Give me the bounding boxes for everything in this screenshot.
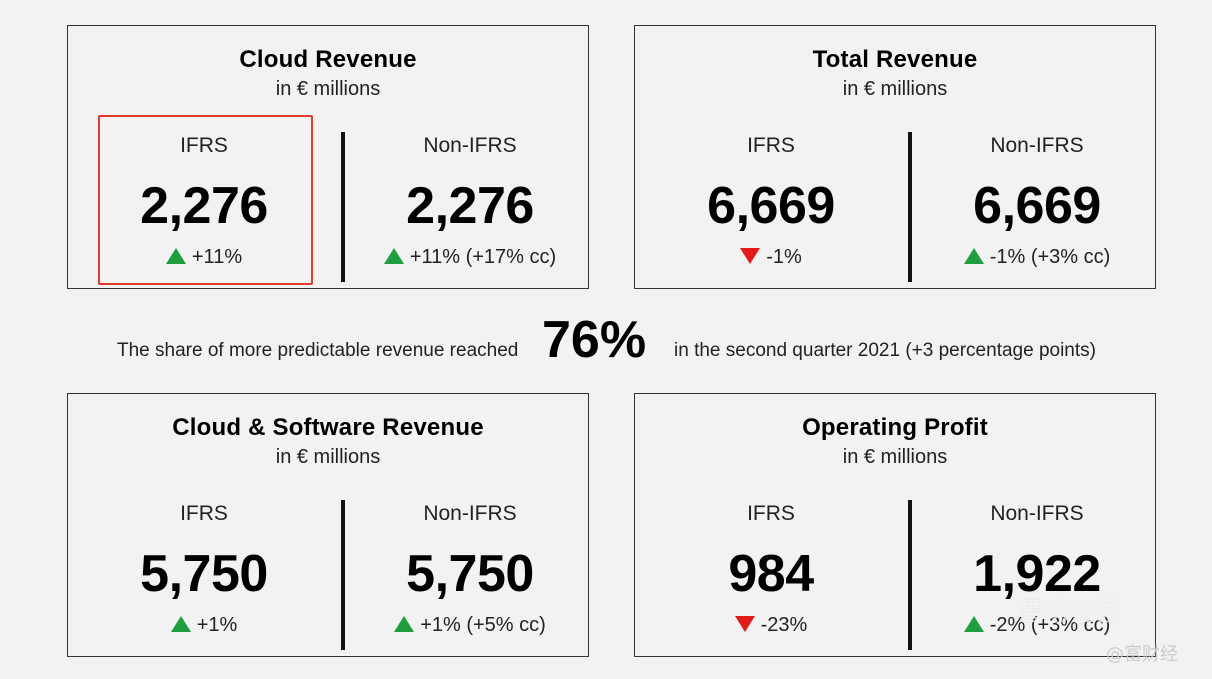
non-ifrs-change: -2% (+3% cc) bbox=[917, 614, 1157, 637]
card-subtitle: in € millions bbox=[842, 78, 948, 100]
ifrs-value: 984 bbox=[728, 545, 814, 603]
non-ifrs-change: +11% (+17% cc) bbox=[350, 246, 590, 269]
up-triangle-icon bbox=[963, 247, 984, 264]
ifrs-label: IFRS bbox=[180, 502, 228, 525]
operating-profit-card: Operating Profit in € millions IFRS 984 … bbox=[634, 393, 1156, 657]
card-subtitle: in € millions bbox=[842, 446, 948, 468]
up-triangle-icon bbox=[963, 615, 984, 632]
card-subtitle: in € millions bbox=[275, 446, 381, 468]
up-triangle-icon bbox=[165, 247, 186, 264]
non-ifrs-value: 6,669 bbox=[973, 177, 1101, 235]
column-divider bbox=[908, 500, 912, 650]
card-subtitle: in € millions bbox=[275, 78, 381, 100]
cloud-software-revenue-card: Cloud & Software Revenue in € millions I… bbox=[67, 393, 589, 657]
non-ifrs-change-text: -1% (+3% cc) bbox=[989, 246, 1111, 268]
card-title: Cloud & Software Revenue bbox=[172, 414, 484, 441]
non-ifrs-value: 5,750 bbox=[406, 545, 534, 603]
ifrs-change: +1% bbox=[84, 614, 324, 637]
ifrs-label: IFRS bbox=[747, 134, 795, 157]
column-divider bbox=[341, 500, 345, 650]
card-title: Cloud Revenue bbox=[239, 46, 417, 73]
predictable-revenue-share: The share of more predictable revenue re… bbox=[0, 308, 1212, 369]
up-triangle-icon bbox=[170, 615, 191, 632]
watermark-secondary: @富财经 bbox=[1106, 644, 1178, 665]
non-ifrs-change-text: +1% (+5% cc) bbox=[420, 614, 546, 636]
watermark-primary: 雪球社区 bbox=[1018, 598, 1123, 628]
non-ifrs-label: Non-IFRS bbox=[423, 134, 517, 157]
non-ifrs-label: Non-IFRS bbox=[990, 134, 1084, 157]
ifrs-change: -23% bbox=[651, 614, 891, 637]
non-ifrs-change: -1% (+3% cc) bbox=[917, 246, 1157, 269]
down-triangle-icon bbox=[740, 247, 761, 264]
card-title: Operating Profit bbox=[802, 414, 988, 441]
ifrs-value: 2,276 bbox=[140, 177, 268, 235]
ifrs-label: IFRS bbox=[747, 502, 795, 525]
non-ifrs-change-text: -2% (+3% cc) bbox=[989, 614, 1111, 636]
ifrs-column: IFRS 5,750 +1% bbox=[84, 486, 324, 646]
non-ifrs-label: Non-IFRS bbox=[423, 502, 517, 525]
total-revenue-card: Total Revenue in € millions IFRS 6,669 -… bbox=[634, 25, 1156, 289]
column-divider bbox=[908, 132, 912, 282]
ifrs-column: IFRS 984 -23% bbox=[651, 486, 891, 646]
ifrs-label: IFRS bbox=[180, 134, 228, 157]
ifrs-column: IFRS 6,669 -1% bbox=[651, 118, 891, 278]
share-suffix: in the second quarter 2021 (+3 percentag… bbox=[674, 340, 1096, 361]
ifrs-change: +11% bbox=[84, 246, 324, 269]
non-ifrs-column: Non-IFRS 1,922 -2% (+3% cc) bbox=[917, 486, 1157, 646]
column-divider bbox=[341, 132, 345, 282]
non-ifrs-column: Non-IFRS 2,276 +11% (+17% cc) bbox=[350, 118, 590, 278]
non-ifrs-column: Non-IFRS 6,669 -1% (+3% cc) bbox=[917, 118, 1157, 278]
ifrs-change-text: +1% bbox=[196, 614, 238, 636]
cloud-revenue-card: Cloud Revenue in € millions IFRS 2,276 +… bbox=[67, 25, 589, 289]
non-ifrs-value: 2,276 bbox=[406, 177, 534, 235]
down-triangle-icon bbox=[734, 615, 755, 632]
share-prefix: The share of more predictable revenue re… bbox=[117, 340, 519, 361]
card-title: Total Revenue bbox=[812, 46, 978, 73]
up-triangle-icon bbox=[394, 615, 415, 632]
non-ifrs-change: +1% (+5% cc) bbox=[350, 614, 590, 637]
non-ifrs-change-text: +11% (+17% cc) bbox=[409, 246, 557, 268]
ifrs-change-text: +11% bbox=[191, 246, 243, 268]
ifrs-value: 6,669 bbox=[707, 177, 835, 235]
non-ifrs-label: Non-IFRS bbox=[990, 502, 1084, 525]
share-value: 76% bbox=[542, 311, 647, 369]
ifrs-change: -1% bbox=[651, 246, 891, 269]
highlight-box bbox=[98, 115, 313, 285]
ifrs-column: IFRS 2,276 +11% bbox=[84, 118, 324, 278]
ifrs-value: 5,750 bbox=[140, 545, 268, 603]
non-ifrs-column: Non-IFRS 5,750 +1% (+5% cc) bbox=[350, 486, 590, 646]
ifrs-change-text: -23% bbox=[760, 614, 808, 636]
ifrs-change-text: -1% bbox=[766, 246, 802, 268]
up-triangle-icon bbox=[383, 247, 404, 264]
non-ifrs-value: 1,922 bbox=[973, 545, 1101, 603]
